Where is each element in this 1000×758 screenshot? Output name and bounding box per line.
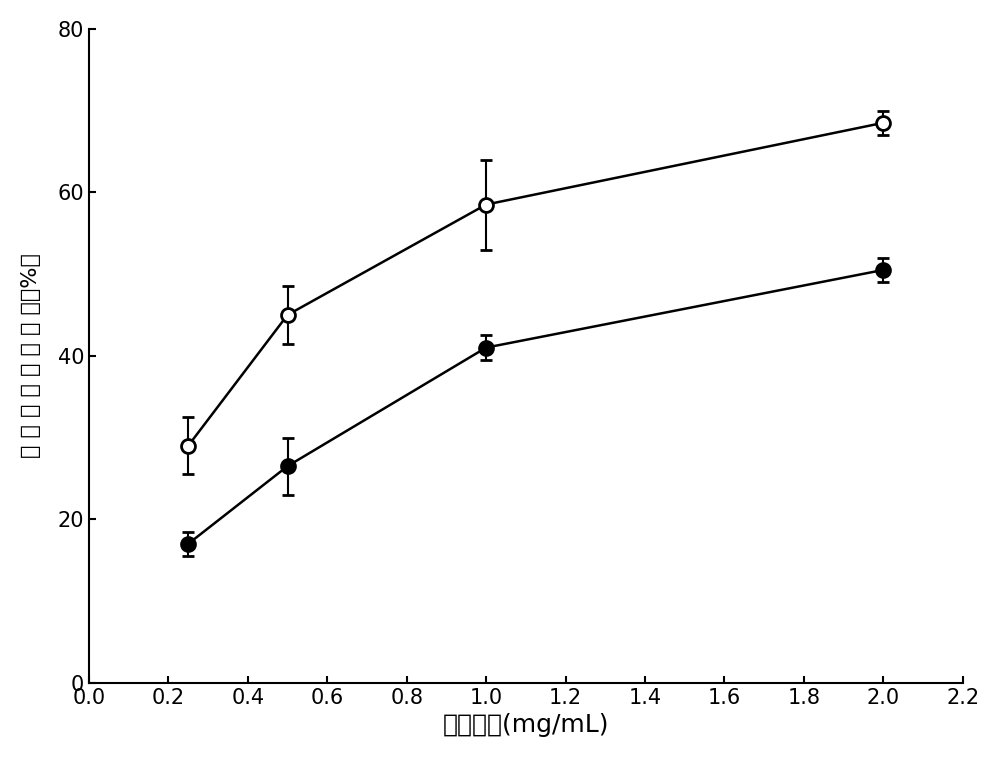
- Y-axis label: 超 氧 自 由 基 清 除 率（%）: 超 氧 自 由 基 清 除 率（%）: [21, 253, 41, 459]
- X-axis label: 多糖浓度(mg/mL): 多糖浓度(mg/mL): [443, 713, 609, 738]
